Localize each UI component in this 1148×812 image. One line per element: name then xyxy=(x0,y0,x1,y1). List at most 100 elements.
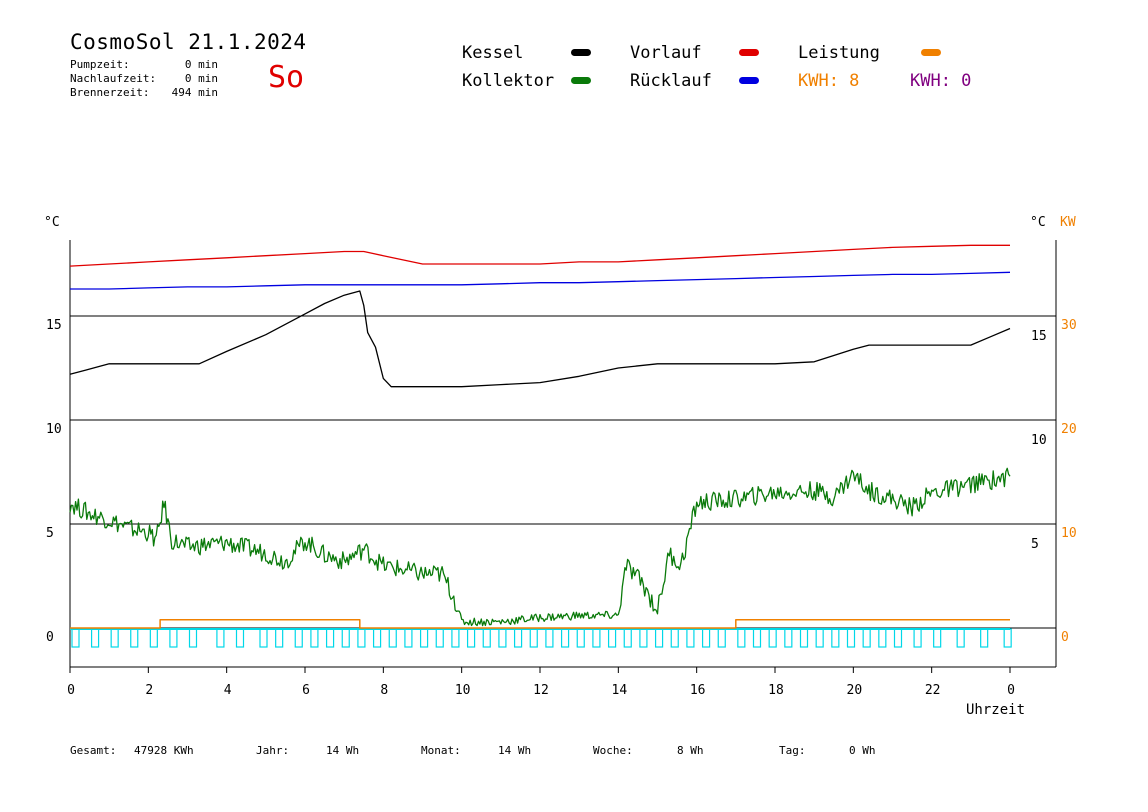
pumpzeit-value: 0 min xyxy=(184,58,218,71)
kwh-other-label: KWH: 0 xyxy=(910,71,972,91)
legend-kessel-label: Kessel xyxy=(462,43,524,63)
footer-tag-label: Tag: xyxy=(779,744,806,757)
x-tick-label: 16 xyxy=(690,683,706,698)
legend-kollektor-label: Kollektor xyxy=(462,71,555,91)
y-kw-tick-label: 30 xyxy=(1061,318,1077,333)
y-left-tick-label: 0 xyxy=(46,630,54,645)
legend-vorlauf-swatch xyxy=(739,49,759,56)
footer-woche-value: 8 Wh xyxy=(677,744,704,757)
pump-box xyxy=(451,628,460,648)
x-tick-label: 0 xyxy=(1007,683,1015,698)
legend-kessel-swatch xyxy=(571,49,591,56)
pump-box xyxy=(529,628,538,648)
pump-box xyxy=(310,628,319,648)
pump-box xyxy=(784,628,793,648)
pump-box xyxy=(325,628,335,648)
pump-box xyxy=(737,628,746,648)
legend-kollektor-swatch xyxy=(571,77,591,84)
legend-ruecklauf-label: Rücklauf xyxy=(630,71,712,91)
series-vorlauf xyxy=(69,244,1010,267)
legend-leistung-swatch xyxy=(921,49,941,56)
pump-box xyxy=(404,628,413,648)
pump-box xyxy=(913,628,922,648)
footer-jahr-value: 14 Wh xyxy=(326,744,360,757)
pump-box xyxy=(513,628,523,648)
pump-box xyxy=(341,628,350,648)
nachlaufzeit-value: 0 min xyxy=(184,72,218,85)
pump-box xyxy=(878,628,887,648)
y-right-tick-label: 10 xyxy=(1031,433,1047,448)
x-tick-label: 20 xyxy=(847,683,863,698)
series-kessel xyxy=(69,290,1011,388)
pump-box xyxy=(846,628,856,648)
brennerzeit-label: Brennerzeit: xyxy=(70,86,150,99)
pump-box xyxy=(498,628,507,648)
pump-box xyxy=(670,628,679,648)
pump-box xyxy=(275,628,284,648)
pump-box xyxy=(862,628,871,648)
y-kw-tick-label: 0 xyxy=(1061,630,1069,645)
y-left-tick-label: 10 xyxy=(46,422,62,437)
y-kw-tick-label: 10 xyxy=(1061,526,1077,541)
pump-box xyxy=(435,628,444,648)
pump-box xyxy=(933,628,942,648)
pump-box xyxy=(623,628,632,648)
pumpzeit-label: Pumpzeit: xyxy=(70,58,130,71)
x-tick-label: 14 xyxy=(612,683,628,698)
footer-gesamt-label: Gesamt: xyxy=(70,744,117,757)
x-tick-label: 4 xyxy=(224,683,232,698)
y-right-unit: °C xyxy=(1030,215,1046,230)
pump-box xyxy=(110,628,119,648)
pump-box xyxy=(701,628,711,648)
pump-box xyxy=(980,628,989,648)
pump-box xyxy=(482,628,491,648)
legend-vorlauf-label: Vorlauf xyxy=(630,43,702,63)
footer-jahr-label: Jahr: xyxy=(256,744,290,757)
x-tick-label: 2 xyxy=(145,683,153,698)
y-kw-tick-label: 20 xyxy=(1061,422,1077,437)
pump-box xyxy=(768,628,777,648)
series-ruecklauf xyxy=(70,271,1011,290)
footer-monat-value: 14 Wh xyxy=(498,744,532,757)
pump-box xyxy=(686,628,695,648)
weekday-label: So xyxy=(268,60,305,95)
series-leistung xyxy=(70,618,1010,629)
pump-box xyxy=(639,628,648,648)
pump-box xyxy=(357,628,366,648)
pump-box xyxy=(831,628,840,648)
pump-box xyxy=(717,628,726,648)
x-tick-label: 0 xyxy=(67,683,75,698)
pump-box xyxy=(654,628,664,648)
y-left-unit: °C xyxy=(44,215,60,230)
pump-box xyxy=(372,628,382,648)
pump-box xyxy=(259,628,268,648)
pump-box xyxy=(893,628,903,648)
pump-box xyxy=(90,628,100,648)
pump-box xyxy=(216,628,225,648)
pump-box xyxy=(545,628,554,648)
series-kollektor xyxy=(69,467,1011,627)
y-right-tick-label: 15 xyxy=(1031,329,1047,344)
pump-box xyxy=(815,628,824,648)
pump-box xyxy=(956,628,965,648)
footer-gesamt-value: 47928 KWh xyxy=(134,744,194,757)
pump-box xyxy=(188,628,198,648)
pump-box xyxy=(560,628,570,648)
pump-box xyxy=(149,628,158,648)
x-tick-label: 22 xyxy=(925,683,941,698)
y-right-kw-unit: KW xyxy=(1060,215,1076,230)
pump-box xyxy=(71,628,80,648)
footer-woche-label: Woche: xyxy=(593,744,633,757)
nachlaufzeit-label: Nachlaufzeit: xyxy=(70,72,157,85)
y-left-tick-label: 5 xyxy=(46,526,54,541)
x-tick-label: 10 xyxy=(455,683,471,698)
pump-box xyxy=(466,628,476,648)
pump-box xyxy=(1003,628,1012,648)
pump-box xyxy=(576,628,585,648)
legend-ruecklauf-swatch xyxy=(739,77,759,84)
y-right-tick-label: 5 xyxy=(1031,537,1039,552)
x-axis-label: Uhrzeit xyxy=(966,702,1025,718)
pump-box xyxy=(752,628,762,648)
pump-box xyxy=(799,628,809,648)
pump-box xyxy=(235,628,245,648)
